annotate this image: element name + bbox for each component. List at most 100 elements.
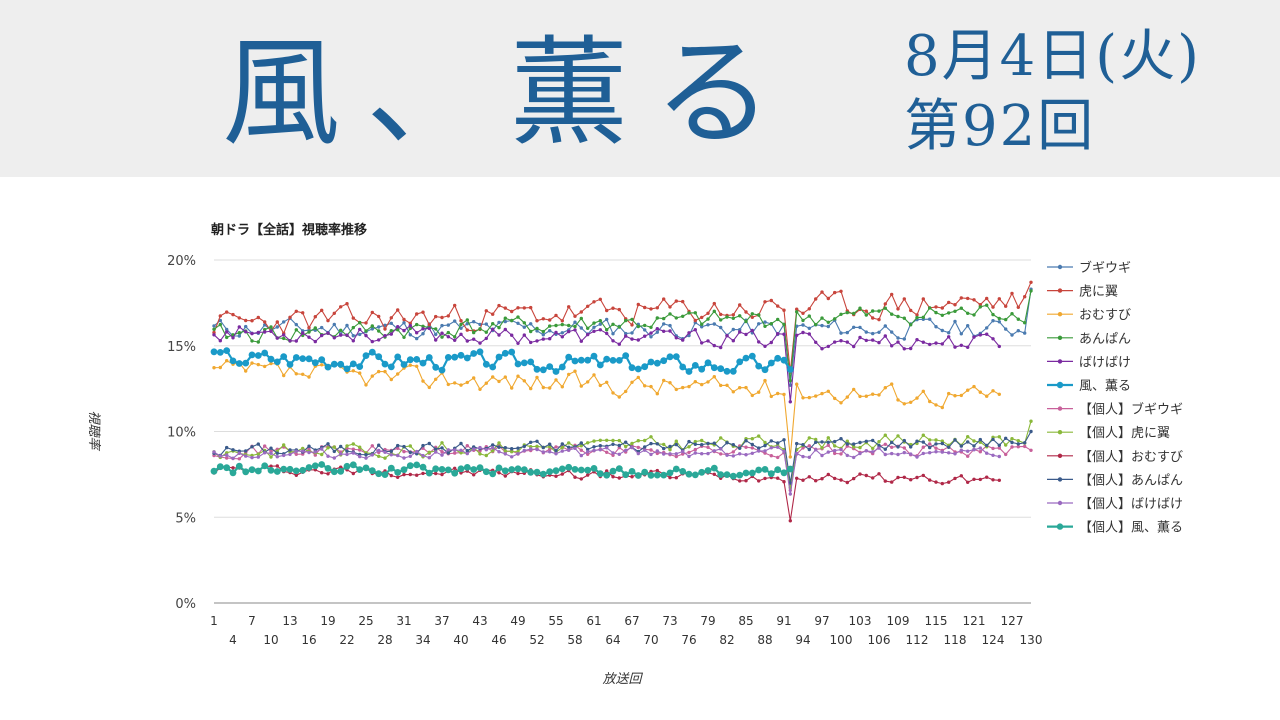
data-point xyxy=(218,454,222,458)
data-point xyxy=(263,320,267,324)
data-point xyxy=(839,401,843,405)
data-point xyxy=(852,344,856,349)
data-point xyxy=(263,327,267,332)
data-point xyxy=(655,449,659,453)
data-point xyxy=(915,338,919,342)
data-point xyxy=(535,375,539,380)
x-tick-labels: 1 7 13 19 25 31 37 43 49 55 61 67 73 79 85 91 97 103 109 11… xyxy=(210,614,1042,647)
legend-swatch-dot xyxy=(1057,500,1063,506)
data-point xyxy=(662,316,666,321)
data-point xyxy=(723,367,731,375)
data-point xyxy=(383,327,387,331)
data-point xyxy=(408,444,412,448)
data-point xyxy=(508,466,516,473)
data-point xyxy=(668,305,672,309)
data-point xyxy=(586,452,590,456)
x-tick-label: 4 xyxy=(229,633,237,647)
data-point xyxy=(478,387,482,391)
data-point xyxy=(387,464,395,472)
data-point xyxy=(624,440,628,444)
data-point xyxy=(940,441,944,446)
data-point xyxy=(332,449,336,454)
data-point xyxy=(991,389,995,393)
data-point xyxy=(250,319,254,323)
data-point xyxy=(972,439,976,443)
data-point xyxy=(896,452,900,457)
data-point xyxy=(864,338,868,343)
data-point xyxy=(516,321,520,325)
data-point xyxy=(237,451,241,455)
data-point xyxy=(216,463,224,471)
data-point xyxy=(795,307,799,311)
data-point xyxy=(548,447,552,451)
data-point xyxy=(244,449,248,453)
data-point xyxy=(421,327,425,331)
data-point xyxy=(693,439,697,444)
data-point xyxy=(628,468,636,475)
data-point xyxy=(769,394,773,399)
data-point xyxy=(541,450,545,454)
data-point xyxy=(248,351,256,359)
data-point xyxy=(883,306,887,310)
data-point xyxy=(320,452,324,457)
data-point xyxy=(446,314,450,318)
data-point xyxy=(630,317,634,322)
data-point xyxy=(820,290,824,294)
data-point xyxy=(704,467,712,474)
data-point xyxy=(318,461,326,468)
data-point xyxy=(858,472,862,476)
data-point xyxy=(320,333,324,338)
data-point xyxy=(256,315,260,320)
x-tick-label: 109 xyxy=(887,614,910,628)
data-point xyxy=(307,375,311,379)
data-point xyxy=(1029,280,1033,284)
data-point xyxy=(465,339,469,343)
data-point xyxy=(225,330,229,334)
data-point xyxy=(698,468,706,476)
data-point xyxy=(858,445,862,450)
data-point xyxy=(282,320,286,324)
data-point xyxy=(567,329,571,334)
x-tick-label: 70 xyxy=(643,633,658,647)
data-point xyxy=(453,451,457,455)
data-point xyxy=(402,317,406,322)
data-point xyxy=(586,473,590,477)
data-point xyxy=(687,331,691,335)
data-point xyxy=(586,326,590,330)
data-point xyxy=(567,448,571,452)
data-point xyxy=(953,394,957,398)
data-point xyxy=(763,449,767,453)
data-point xyxy=(985,475,989,479)
data-point xyxy=(611,453,615,457)
data-point xyxy=(345,323,349,328)
data-point xyxy=(292,467,300,475)
data-point xyxy=(928,342,932,347)
x-tick-label: 64 xyxy=(605,633,620,647)
data-point xyxy=(590,465,598,472)
data-point xyxy=(611,451,615,455)
data-point xyxy=(712,441,716,445)
data-point xyxy=(953,309,957,313)
data-point xyxy=(668,444,672,449)
data-point xyxy=(902,475,906,479)
data-point xyxy=(820,391,824,396)
data-point xyxy=(529,340,533,345)
data-point xyxy=(453,303,457,308)
data-point xyxy=(345,449,349,453)
data-point xyxy=(225,310,229,314)
data-point xyxy=(744,319,748,324)
data-point xyxy=(864,330,868,334)
data-point xyxy=(966,435,970,439)
data-point xyxy=(592,321,596,325)
data-point xyxy=(349,461,357,469)
data-point xyxy=(1016,445,1020,449)
data-point xyxy=(263,364,267,369)
data-point xyxy=(731,390,735,394)
data-point xyxy=(820,323,824,328)
data-point xyxy=(529,440,533,444)
data-point xyxy=(655,468,659,473)
data-point xyxy=(586,447,590,452)
data-point xyxy=(503,375,507,379)
data-point xyxy=(719,436,723,440)
data-point xyxy=(902,446,906,450)
